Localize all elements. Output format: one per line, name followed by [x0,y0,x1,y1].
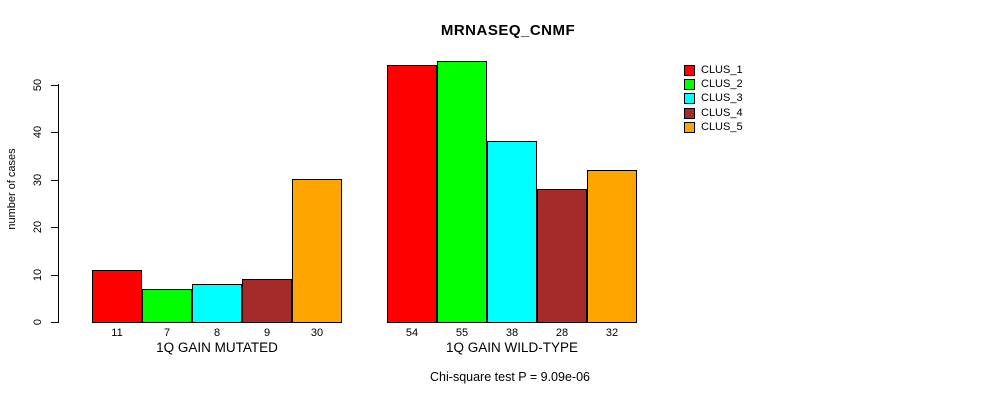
bar-clus_2 [142,289,192,323]
bar-value-label: 8 [213,327,221,339]
bar-value-label: 7 [163,327,171,339]
bar-value-label: 54 [405,327,419,339]
legend-item: CLUS_1 [684,63,743,77]
y-axis-tick [51,275,58,276]
y-axis-tick-label: 40 [32,125,44,139]
bar-value-label: 28 [555,327,569,339]
y-axis-tick-label: 30 [32,173,44,187]
legend-item: CLUS_5 [684,121,743,135]
bar-value-label: 9 [263,327,271,339]
bar-clus_3 [192,284,242,323]
chi-square-annotation: Chi-square test P = 9.09e-06 [430,370,590,384]
bar-clus_5 [292,179,342,323]
y-axis-tick [51,85,58,86]
bar-value-label: 38 [505,327,519,339]
bar-clus_2 [437,61,487,323]
bar-value-label: 32 [605,327,619,339]
legend-swatch [684,107,695,119]
legend-item: CLUS_3 [684,92,743,106]
legend-item: CLUS_2 [684,77,743,91]
x-axis-group-label: 1Q GAIN WILD-TYPE [445,340,579,355]
legend-swatch [684,93,695,105]
y-axis-tick-label: 0 [32,318,44,326]
y-axis-tick-label: 20 [32,220,44,234]
y-axis-line [58,84,59,323]
legend-item: CLUS_4 [684,106,743,120]
bar-clus_3 [487,141,537,323]
bar-clus_5 [587,170,637,323]
legend: CLUS_1 CLUS_2 CLUS_3 CLUS_4 CLUS_5 [684,63,743,135]
y-axis-tick [51,322,58,323]
bar-clus_4 [242,279,292,323]
x-axis-group-label: 1Q GAIN MUTATED [156,340,278,355]
legend-label: CLUS_5 [701,121,743,134]
bar-value-label: 55 [455,327,469,339]
bar-clus_1 [387,65,437,323]
legend-swatch [684,79,695,91]
y-axis-tick [51,132,58,133]
bar-clus_1 [92,270,142,323]
y-axis-tick-label: 10 [32,268,44,282]
bar-value-label: 11 [111,327,123,339]
y-axis-tick [51,180,58,181]
legend-swatch [684,64,695,76]
legend-label: CLUS_2 [701,78,743,91]
bar-value-label: 30 [310,327,324,339]
legend-label: CLUS_1 [701,63,743,76]
legend-swatch [684,122,695,134]
legend-label: CLUS_4 [701,106,743,119]
y-axis-tick-label: 50 [32,78,44,92]
legend-label: CLUS_3 [701,92,743,105]
y-axis-tick [51,227,58,228]
bar-clus_4 [537,189,587,323]
chart-title: MRNASEQ_CNMF [440,22,576,39]
y-axis-label: number of cases [6,148,18,230]
